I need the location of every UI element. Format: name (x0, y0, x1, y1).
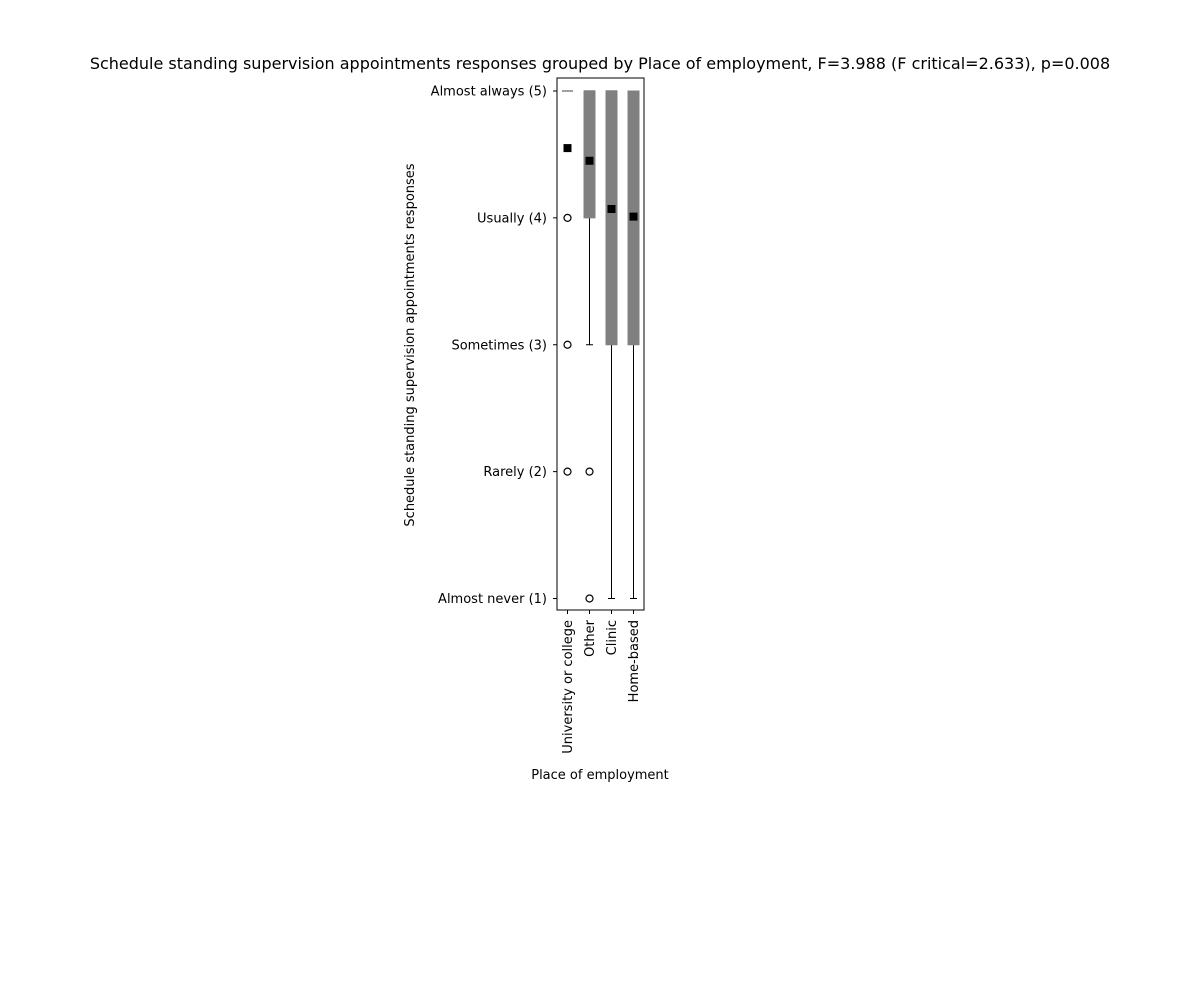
x-tick-label: Clinic (605, 620, 620, 655)
outlier-point (563, 340, 572, 349)
x-tick-label: Home-based (627, 620, 642, 702)
outlier-point (585, 594, 594, 603)
mean-marker (629, 212, 638, 221)
mean-marker (563, 144, 572, 153)
x-tick-label: University or college (561, 620, 576, 754)
outlier-point (563, 467, 572, 476)
axes-frame (556, 77, 645, 611)
box (605, 90, 618, 346)
outlier-point (585, 467, 594, 476)
y-tick-label: Almost always (5) (431, 85, 547, 100)
plot-area: Almost always (5) Usually (4) Sometimes (3… (431, 77, 645, 754)
box (583, 90, 596, 219)
x-axis-label: Place of employment (531, 768, 669, 783)
chart-title: Schedule standing supervision appointmen… (90, 54, 1110, 73)
y-tick-label: Rarely (2) (483, 465, 547, 480)
mean-marker (585, 156, 594, 165)
y-tick-label: Sometimes (3) (451, 338, 547, 353)
mean-marker (607, 204, 616, 213)
x-tick-label: Other (583, 619, 598, 657)
y-tick-label: Almost never (1) (438, 592, 547, 607)
y-axis-label: Schedule standing supervision appointmen… (403, 163, 418, 526)
y-tick-label: Usually (4) (477, 211, 547, 226)
outlier-point (563, 213, 572, 222)
